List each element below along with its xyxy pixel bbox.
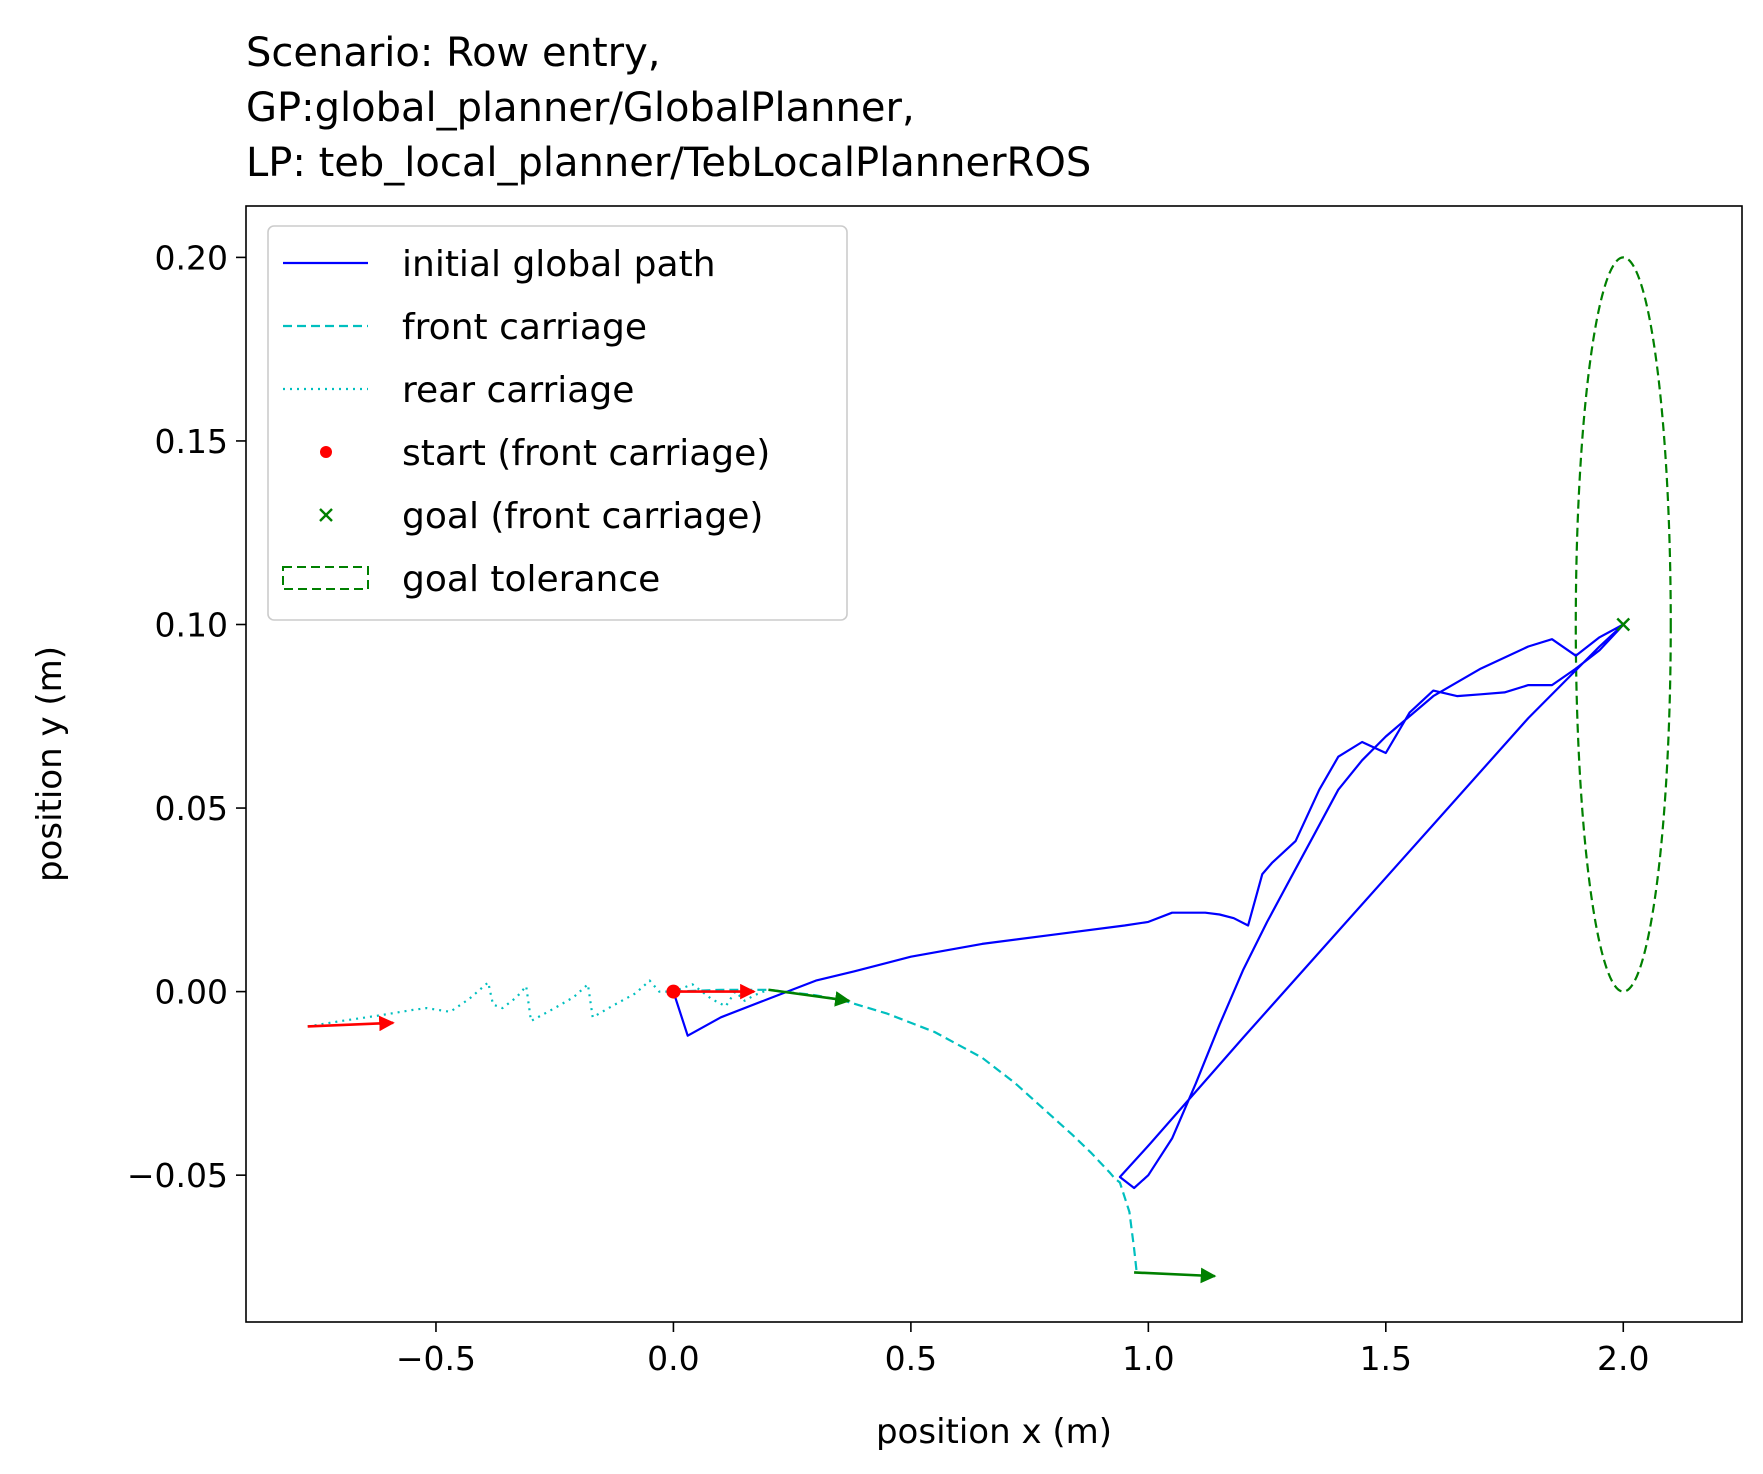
legend-label-goal: goal (front carriage) bbox=[402, 496, 763, 537]
legend-label-global-path: initial global path bbox=[402, 244, 716, 285]
series-line-rear-carriage bbox=[307, 979, 769, 1028]
y-tick-label: 0.05 bbox=[155, 789, 228, 828]
pose-arrow bbox=[307, 1015, 395, 1032]
x-axis-label: position x (m) bbox=[876, 1412, 1112, 1452]
y-tick-label: 0.20 bbox=[155, 238, 228, 277]
y-tick-label: 0.10 bbox=[155, 606, 228, 645]
y-axis: −0.05 0.00 0.05 0.10 0.15 0.20 bbox=[127, 238, 246, 1195]
x-axis: −0.5 0.0 0.5 1.0 1.5 2.0 bbox=[396, 1322, 1650, 1378]
legend-handle-start bbox=[320, 446, 332, 458]
series-line-initial-global-path bbox=[672, 623, 1625, 1190]
legend-label-rear-carriage: rear carriage bbox=[402, 370, 634, 411]
y-tick-label: 0.15 bbox=[155, 422, 228, 461]
x-tick-label: 1.0 bbox=[1122, 1339, 1174, 1378]
x-tick-label: 0.0 bbox=[647, 1339, 699, 1378]
series-line-front-carriage bbox=[673, 988, 1138, 1271]
legend-box bbox=[267, 225, 848, 621]
plot-frame bbox=[245, 205, 1743, 1323]
legend-handle-goal-tolerance bbox=[282, 566, 369, 590]
goal-tolerance-ellipse bbox=[1574, 256, 1672, 993]
goal-marker bbox=[1616, 617, 1631, 632]
y-tick-label: −0.05 bbox=[127, 1156, 228, 1195]
x-tick-label: −0.5 bbox=[396, 1339, 476, 1378]
x-tick-label: 0.5 bbox=[885, 1339, 937, 1378]
legend: initial global path front carriage rear … bbox=[267, 225, 848, 621]
title-line-2: GP:global_planner/GlobalPlanner, bbox=[246, 85, 915, 131]
pose-arrow bbox=[768, 988, 851, 1007]
chart-title: Scenario: Row entry, GP:global_planner/G… bbox=[246, 30, 1091, 186]
y-axis-label: position y (m) bbox=[30, 646, 70, 882]
title-line-1: Scenario: Row entry, bbox=[246, 30, 660, 76]
plot-markers bbox=[307, 617, 1631, 1284]
legend-label-goal-tolerance: goal tolerance bbox=[402, 559, 660, 600]
x-tick-label: 2.0 bbox=[1597, 1339, 1649, 1378]
x-tick-label: 1.5 bbox=[1360, 1339, 1412, 1378]
legend-label-front-carriage: front carriage bbox=[402, 307, 647, 348]
pose-arrow bbox=[1134, 1267, 1217, 1284]
legend-handle-goal bbox=[319, 508, 333, 522]
title-line-3: LP: teb_local_planner/TebLocalPlannerROS bbox=[246, 140, 1091, 186]
legend-label-start: start (front carriage) bbox=[402, 433, 770, 474]
y-tick-label: 0.00 bbox=[155, 973, 228, 1012]
start-marker bbox=[666, 984, 681, 999]
